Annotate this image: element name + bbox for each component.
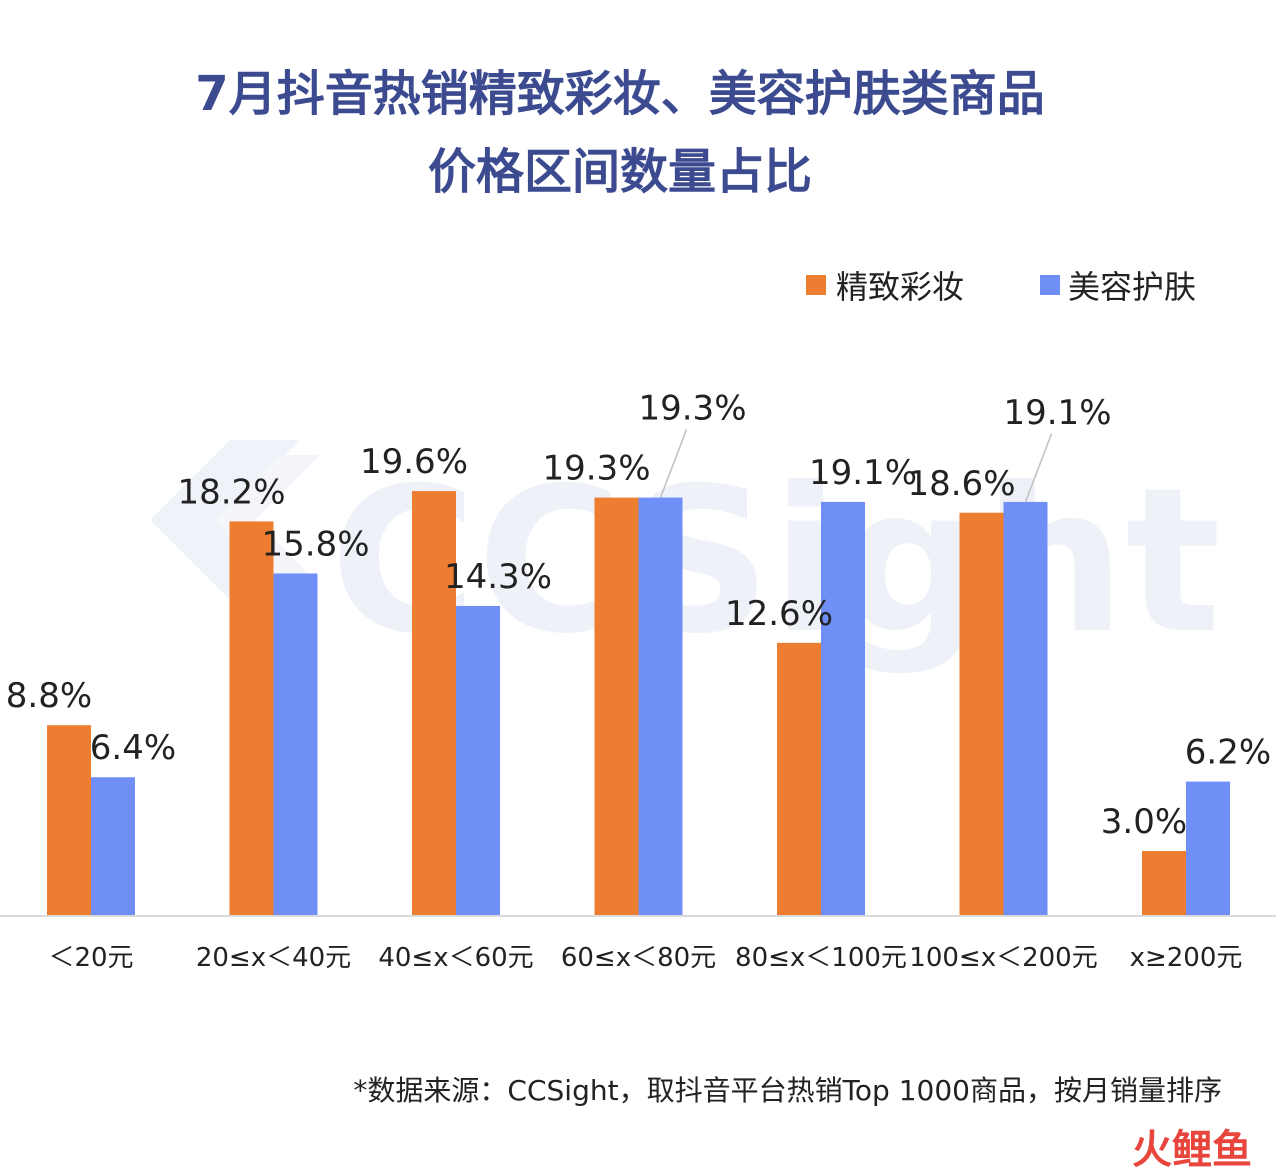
bar-skincare-5 xyxy=(1003,501,1048,916)
x-tick-labels: ＜20元 20≤x＜40元 40≤x＜60元 60≤x＜80元 80≤x＜100元 100… xyxy=(48,943,1242,973)
x-tick-label-4: 80≤x＜100元 xyxy=(735,943,907,973)
leader-line-3 xyxy=(659,429,688,498)
value-label-skincare-0: 6.4% xyxy=(90,728,176,768)
bar-makeup-2 xyxy=(412,491,456,916)
value-label-skincare-6: 6.2% xyxy=(1185,733,1271,773)
legend-swatch-skincare xyxy=(1040,275,1060,295)
value-label-makeup-2: 19.6% xyxy=(360,442,468,482)
brand-logo-text: 火鲤鱼 xyxy=(1132,1127,1252,1170)
legend: 精致彩妆 美容护肤 xyxy=(806,268,1196,306)
legend-label-makeup: 精致彩妆 xyxy=(836,268,964,306)
chart-title-line-2: 价格区间数量占比 xyxy=(428,144,812,200)
x-tick-label-6: x≥200元 xyxy=(1130,943,1243,973)
value-label-skincare-1: 15.8% xyxy=(261,524,369,564)
x-tick-label-5: 100≤x＜200元 xyxy=(909,943,1097,973)
bar-makeup-6 xyxy=(1142,850,1186,916)
bar-skincare-0 xyxy=(91,777,135,916)
bar-skincare-1 xyxy=(273,573,318,916)
bar-makeup-3 xyxy=(594,497,639,916)
bar-skincare-6 xyxy=(1186,781,1230,916)
legend-label-skincare: 美容护肤 xyxy=(1068,268,1196,306)
value-label-skincare-5: 19.1% xyxy=(1003,393,1111,433)
value-label-makeup-6: 3.0% xyxy=(1101,802,1187,842)
x-tick-label-3: 60≤x＜80元 xyxy=(561,943,716,973)
legend-swatch-makeup xyxy=(806,275,826,295)
bar-makeup-1 xyxy=(229,521,274,916)
value-label-skincare-4: 19.1% xyxy=(809,453,917,493)
bar-skincare-4 xyxy=(821,501,865,916)
value-label-makeup-3: 19.3% xyxy=(542,449,650,489)
value-labels-layer: 8.8% 6.4% 18.2% 15.8% 19.6% 14.3% 19.3% 19.3% 12… xyxy=(6,389,1271,842)
value-label-makeup-0: 8.8% xyxy=(6,676,92,716)
value-label-makeup-1: 18.2% xyxy=(177,472,285,512)
bar-makeup-4 xyxy=(777,642,821,916)
value-label-makeup-4: 12.6% xyxy=(725,594,833,634)
leader-line-5 xyxy=(1024,433,1053,503)
chart-title-line-1: 7月抖音热销精致彩妆、美容护肤类商品 xyxy=(195,66,1044,122)
brand-logo: 火鲤鱼 xyxy=(1132,1127,1252,1170)
x-tick-label-2: 40≤x＜60元 xyxy=(378,943,533,973)
value-label-makeup-5: 18.6% xyxy=(907,464,1015,504)
bar-makeup-5 xyxy=(959,512,1004,916)
bar-skincare-2 xyxy=(456,605,500,916)
x-tick-label-1: 20≤x＜40元 xyxy=(196,943,351,973)
value-label-skincare-3: 19.3% xyxy=(638,389,746,429)
bar-makeup-0 xyxy=(47,725,91,916)
bars-layer xyxy=(47,491,1230,916)
source-note: *数据来源：CCSight，取抖音平台热销Top 1000商品，按月销量排序 xyxy=(353,1074,1222,1107)
bar-skincare-3 xyxy=(638,497,683,916)
value-label-skincare-2: 14.3% xyxy=(444,557,552,597)
x-tick-label-0: ＜20元 xyxy=(48,943,133,973)
